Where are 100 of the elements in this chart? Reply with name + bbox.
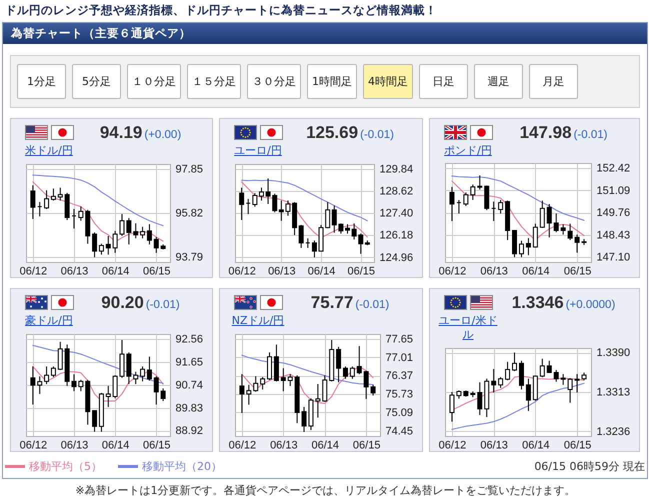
- button: １５分足: [187, 64, 241, 99]
- y-tick-label: 74.45: [386, 425, 414, 438]
- candlestick: [302, 406, 307, 432]
- button: 月足: [529, 64, 578, 99]
- candlestick: [50, 188, 56, 202]
- candlestick: [526, 378, 531, 412]
- candlestick: [470, 184, 476, 200]
- candlestick: [518, 240, 524, 258]
- candlestick: [120, 213, 124, 236]
- chart-title: 米ドル/円: [24, 144, 74, 158]
- candlestick: [267, 352, 272, 380]
- line-series: [241, 180, 368, 222]
- x-tick-label: 06/14: [311, 440, 340, 452]
- text: 75.77: [310, 293, 354, 312]
- y-tick-label: 75.73: [386, 388, 414, 401]
- candlestick: [498, 376, 504, 388]
- line-series: [241, 366, 374, 404]
- y-tick-label: 76.37: [386, 370, 414, 382]
- candlestick: [540, 200, 545, 228]
- candlestick: [532, 223, 538, 248]
- candlestick: [568, 223, 573, 241]
- chart-title: ユーロ/円: [233, 144, 283, 158]
- chart-title: NZドル/円: [230, 314, 286, 328]
- candlestick: [120, 340, 124, 378]
- y-tick-label: 77.65: [386, 333, 414, 346]
- line-series: [32, 366, 164, 402]
- x-tick-label: 06/12: [20, 266, 48, 278]
- y-tick-label: 88.92: [176, 425, 204, 438]
- y-tick-label: 1.3313: [596, 386, 630, 398]
- text: 06/15 06時59分 現在: [534, 459, 645, 474]
- candlestick: [72, 374, 76, 392]
- y-tick-label: 93.79: [176, 252, 204, 264]
- candlestick: [140, 226, 146, 239]
- candlestick: [146, 356, 152, 382]
- y-tick-label: 89.83: [176, 402, 204, 414]
- x-tick-label: 06/13: [480, 266, 508, 278]
- chart-title: 豪ドル/円: [24, 314, 74, 328]
- candlestick: [370, 384, 376, 396]
- y-tick-label: 124.96: [380, 252, 414, 264]
- text: (-0.01): [146, 299, 180, 311]
- y-tick-label: 92.56: [176, 334, 204, 346]
- x-tick-label: 06/12: [228, 266, 256, 278]
- y-tick-label: 90.74: [176, 379, 204, 392]
- chart-title: ユーロ/米ドル: [438, 314, 498, 342]
- candlestick: [350, 366, 355, 380]
- legend-label: 移動平均（20）: [142, 459, 222, 474]
- text: (-0.01): [360, 129, 394, 141]
- text: (+0.00): [144, 129, 182, 141]
- y-tick-label: 128.62: [380, 186, 414, 198]
- x-tick-label: 06/12: [228, 440, 256, 452]
- x-tick-label: 06/13: [268, 266, 296, 278]
- candlestick: [146, 224, 152, 245]
- button: 週足: [474, 64, 523, 99]
- x-tick-label: 06/12: [438, 266, 466, 278]
- candlestick: [92, 232, 98, 258]
- y-tick-label: 77.01: [386, 352, 414, 364]
- text: ※為替レートは1分更新です。各通貨ペアページでは、リアルタイム為替レートをご覧いただけます。: [74, 483, 577, 498]
- button: ３０分足: [247, 64, 301, 99]
- x-tick-label: 06/14: [102, 440, 130, 452]
- x-tick-label: 06/15: [352, 440, 380, 452]
- candlestick: [568, 378, 573, 404]
- text: (-0.01): [355, 299, 390, 311]
- candlestick: [505, 361, 510, 381]
- x-tick-label: 06/13: [480, 440, 508, 452]
- candlestick: [50, 366, 56, 378]
- candlestick: [491, 368, 496, 394]
- candlestick: [498, 199, 504, 214]
- chart-title: ポンド/円: [443, 144, 493, 158]
- button: 4時間足: [363, 64, 413, 99]
- x-tick-label: 06/15: [143, 266, 171, 278]
- candlestick: [574, 374, 580, 394]
- y-tick-label: 127.40: [380, 208, 414, 220]
- candlestick: [463, 192, 468, 206]
- button: 1分足: [17, 64, 66, 99]
- text: 147.98: [520, 123, 572, 142]
- text: (-0.01): [574, 129, 608, 141]
- text: 90.20: [101, 293, 144, 312]
- x-tick-label: 06/15: [143, 440, 171, 452]
- x-tick-label: 06/15: [564, 266, 592, 278]
- x-tick-label: 06/14: [308, 266, 336, 278]
- x-tick-label: 06/13: [60, 440, 88, 452]
- x-tick-label: 06/13: [270, 440, 298, 452]
- x-tick-label: 06/12: [438, 440, 466, 452]
- text: 為替チャート（主要６通貨ペア）: [3, 23, 647, 44]
- candlestick: [260, 376, 266, 390]
- button: 1時間足: [307, 64, 357, 99]
- button: 日足: [419, 64, 468, 99]
- line-series: [32, 174, 164, 226]
- y-tick-label: 95.82: [176, 208, 204, 220]
- x-tick-label: 06/15: [347, 266, 376, 278]
- x-tick-label: 06/13: [60, 266, 88, 278]
- button: １０分足: [127, 64, 181, 99]
- candlestick: [342, 366, 348, 380]
- legend-label: 移動平均（5）: [29, 459, 102, 474]
- candlestick: [518, 360, 524, 390]
- text: (+0.0000): [566, 299, 616, 311]
- y-tick-label: 152.42: [596, 162, 630, 175]
- y-tick-label: 1.3390: [596, 347, 630, 360]
- candlestick: [98, 243, 104, 256]
- candlestick: [44, 366, 50, 385]
